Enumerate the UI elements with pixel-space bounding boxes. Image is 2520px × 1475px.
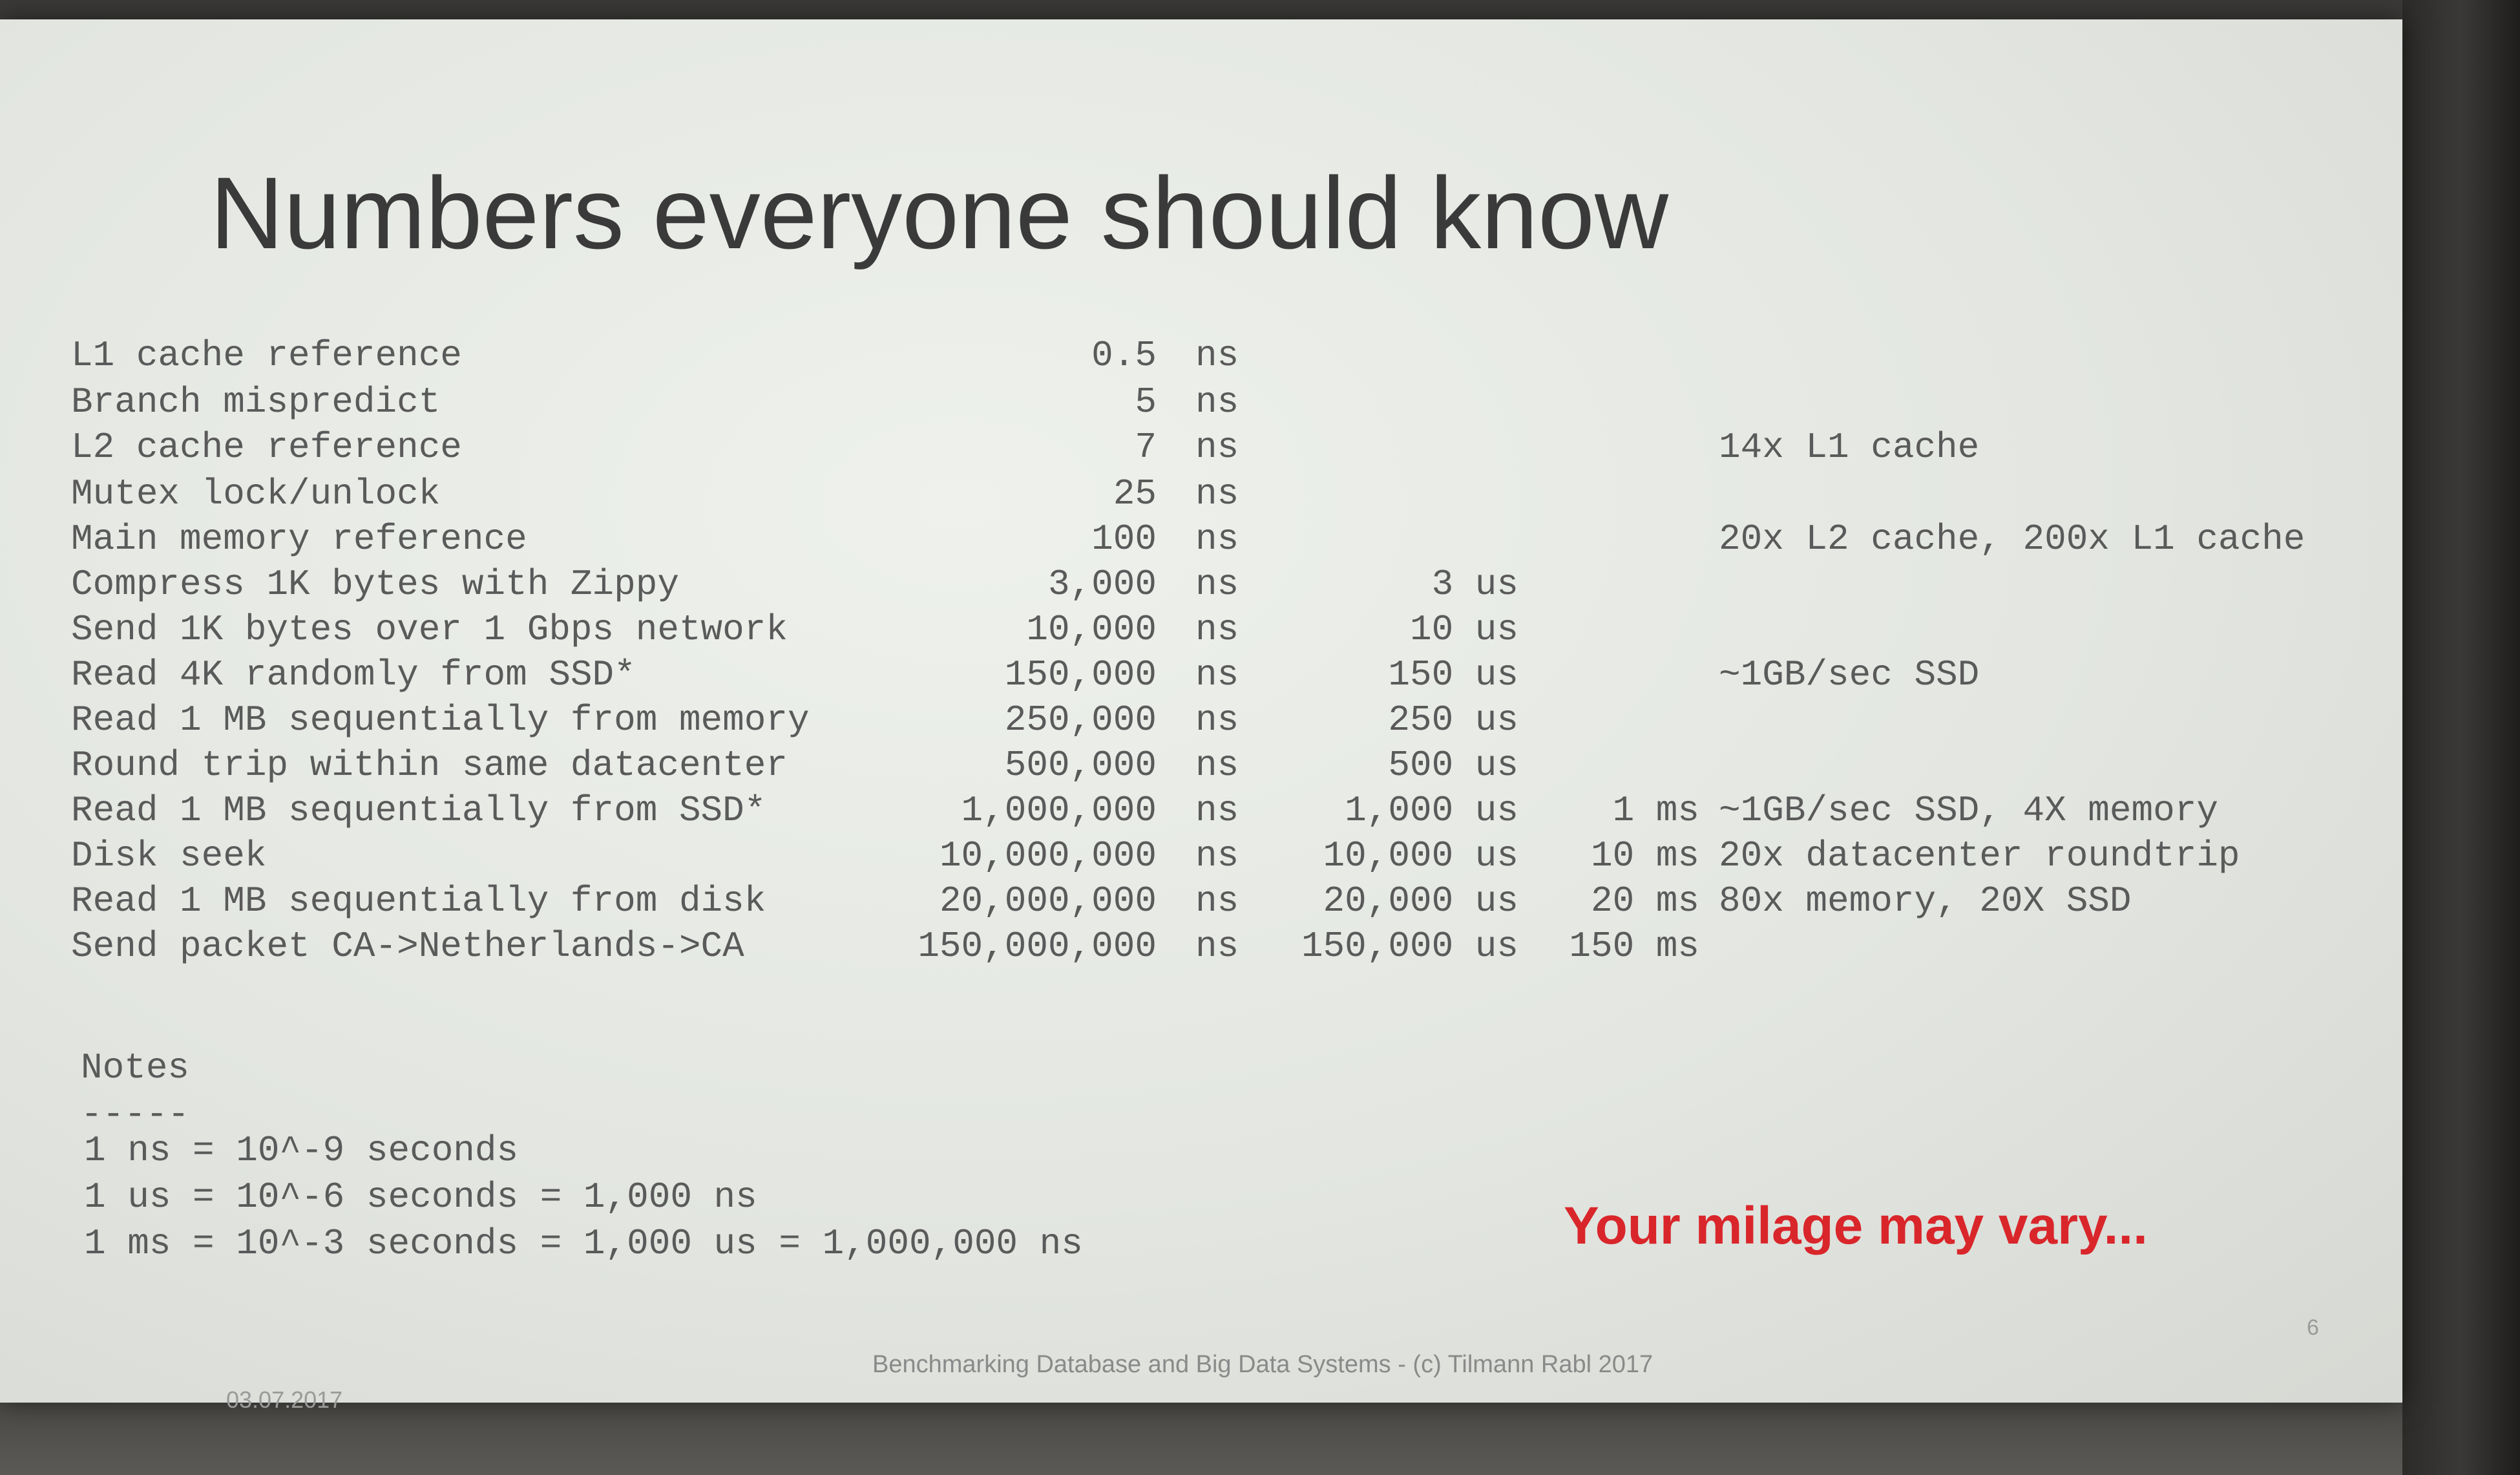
ns-value: 250,000 <box>1004 699 1157 741</box>
row-label: L2 cache reference <box>71 427 462 468</box>
ns-value: 20,000,000 <box>939 880 1157 922</box>
row-label: Main memory reference <box>71 518 527 560</box>
us-value: 150,000 us <box>1301 926 1518 967</box>
table-row: Send 1K bytes over 1 Gbps network 10,000… <box>0 609 2402 655</box>
tagline: Your milage may vary... <box>1564 1196 2148 1255</box>
row-note: 20x L2 cache, 200x L1 cache <box>1719 518 2305 560</box>
table-row: L1 cache reference 0.5 ns <box>0 335 2402 381</box>
ns-unit: ns <box>1195 790 1239 831</box>
screen-edge-right <box>2402 0 2520 1475</box>
row-note: ~1GB/sec SSD <box>1719 654 1980 695</box>
ns-unit: ns <box>1195 609 1239 650</box>
ns-unit: ns <box>1195 926 1239 967</box>
ns-value: 10,000,000 <box>939 835 1157 876</box>
ns-unit: ns <box>1195 745 1239 786</box>
row-label: Read 1 MB sequentially from SSD* <box>71 790 766 831</box>
ns-unit: ns <box>1195 473 1239 515</box>
ms-value: 1 ms <box>1612 790 1699 831</box>
ns-unit: ns <box>1195 835 1239 876</box>
ns-unit: ns <box>1195 381 1239 423</box>
row-label: Send 1K bytes over 1 Gbps network <box>71 609 788 650</box>
notes-divider: ----- <box>81 1094 190 1135</box>
slide-date: 03.07.2017 <box>226 1386 343 1413</box>
ns-value: 100 <box>1091 518 1157 560</box>
ns-value: 5 <box>1135 381 1157 423</box>
us-value: 20,000 us <box>1323 880 1518 922</box>
table-row: Read 1 MB sequentially from memory 250,0… <box>0 699 2402 746</box>
ns-value: 7 <box>1135 427 1157 468</box>
row-label: Read 1 MB sequentially from memory <box>71 699 810 741</box>
table-row: Compress 1K bytes with Zippy 3,000 ns 3 … <box>0 564 2402 610</box>
ns-value: 150,000 <box>1004 654 1157 695</box>
us-value: 500 us <box>1388 745 1518 786</box>
ms-value: 150 ms <box>1569 926 1699 967</box>
footer-text: Benchmarking Database and Big Data Syste… <box>872 1351 1654 1378</box>
ms-value: 10 ms <box>1590 835 1699 876</box>
ns-value: 25 <box>1113 473 1157 515</box>
row-note: 14x L1 cache <box>1719 427 1980 468</box>
ns-unit: ns <box>1195 564 1239 605</box>
table-row: L2 cache reference 7 ns 14x L1 cache <box>0 427 2402 473</box>
table-row: Read 4K randomly from SSD* 150,000 ns 15… <box>0 654 2402 701</box>
row-label: Read 1 MB sequentially from disk <box>71 880 766 922</box>
row-note: ~1GB/sec SSD, 4X memory <box>1719 790 2218 831</box>
ns-unit: ns <box>1195 518 1239 560</box>
notes-line: 1 ns = 10^-9 seconds <box>84 1130 519 1171</box>
us-value: 10 us <box>1409 609 1518 650</box>
row-label: Compress 1K bytes with Zippy <box>71 564 679 605</box>
row-label: Disk seek <box>71 835 267 876</box>
ns-value: 10,000 <box>1026 609 1157 650</box>
ns-value: 500,000 <box>1004 745 1157 786</box>
us-value: 3 us <box>1431 564 1518 605</box>
row-label: Round trip within same datacenter <box>71 745 788 786</box>
slide: Numbers everyone should know L1 cache re… <box>0 19 2402 1413</box>
table-row: Read 1 MB sequentially from SSD* 1,000,0… <box>0 790 2402 836</box>
us-value: 150 us <box>1388 654 1518 695</box>
row-label: Branch mispredict <box>71 381 441 423</box>
table-row: Send packet CA->Netherlands->CA 150,000,… <box>0 926 2402 972</box>
ns-unit: ns <box>1195 654 1239 695</box>
row-note: 20x datacenter roundtrip <box>1719 835 2240 876</box>
notes-heading: Notes <box>81 1047 190 1088</box>
ns-unit: ns <box>1195 880 1239 922</box>
screen-edge-bottom <box>0 1403 2402 1475</box>
ns-unit: ns <box>1195 427 1239 468</box>
us-value: 1,000 us <box>1345 790 1518 831</box>
ms-value: 20 ms <box>1590 880 1699 922</box>
ns-unit: ns <box>1195 335 1239 376</box>
ns-value: 0.5 <box>1091 335 1157 376</box>
table-row: Disk seek 10,000,000 ns 10,000 us 10 ms … <box>0 835 2402 882</box>
page-number: 6 <box>2307 1315 2319 1340</box>
table-row: Round trip within same datacenter 500,00… <box>0 745 2402 791</box>
row-label: Send packet CA->Netherlands->CA <box>71 926 744 967</box>
row-label: Mutex lock/unlock <box>71 473 441 515</box>
row-label: Read 4K randomly from SSD* <box>71 654 636 695</box>
table-row: Mutex lock/unlock 25 ns <box>0 473 2402 520</box>
table-row: Read 1 MB sequentially from disk 20,000,… <box>0 880 2402 927</box>
us-value: 10,000 us <box>1323 835 1518 876</box>
notes-line: 1 ms = 10^-3 seconds = 1,000 us = 1,000,… <box>84 1223 1083 1264</box>
ns-value: 150,000,000 <box>918 926 1157 967</box>
ns-unit: ns <box>1195 699 1239 741</box>
ns-value: 1,000,000 <box>961 790 1157 831</box>
row-label: L1 cache reference <box>71 335 462 376</box>
ns-value: 3,000 <box>1047 564 1157 605</box>
us-value: 250 us <box>1388 699 1518 741</box>
notes-line: 1 us = 10^-6 seconds = 1,000 ns <box>84 1176 757 1218</box>
row-note: 80x memory, 20X SSD <box>1719 880 2132 922</box>
table-row: Branch mispredict 5 ns <box>0 381 2402 428</box>
table-row: Main memory reference 100 ns 20x L2 cach… <box>0 518 2402 565</box>
slide-title: Numbers everyone should know <box>210 156 1669 270</box>
